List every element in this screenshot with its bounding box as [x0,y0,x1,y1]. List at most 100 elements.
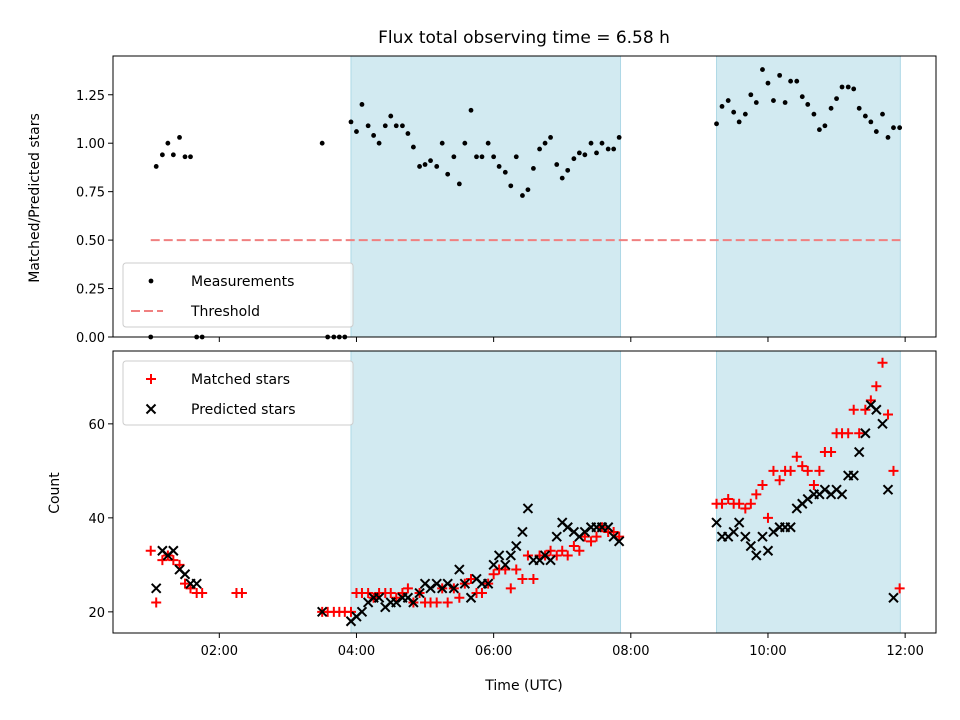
chart-title: Flux total observing time = 6.58 h [378,28,670,48]
measurement-point [422,162,428,167]
measurement-point [714,121,719,127]
y-tick-label: 40 [88,512,105,527]
matched-star-point [888,465,899,476]
predicted-star-point [871,404,882,415]
predicted-star-point [493,550,505,561]
predicted-star-point [459,578,471,589]
bottom-panel: Count Time (UTC) 20 40 60 02:00 04:00 06:00 08… [47,350,937,694]
measurement-point [502,169,508,175]
y-tick-label: 0.25 [76,283,105,298]
matched-star-point [145,545,156,556]
matched-star-point [574,545,585,556]
predicted-star-point [733,517,745,528]
matched-star-point [151,597,162,608]
measurement-point [513,154,519,160]
legend-label: Measurements [191,274,294,290]
matched-star-point [197,588,208,599]
measurement-point [748,92,754,98]
measurement-point [753,100,759,105]
legend-dot-marker [148,278,154,284]
predicted-star-point [740,531,751,542]
measurement-point [428,158,433,164]
y-tick-label: 1.25 [76,89,105,104]
measurement-point [177,134,182,140]
measurement-point [548,134,553,140]
measurement-point [479,154,485,160]
measurement-point [153,164,159,169]
predicted-star-point [785,522,796,533]
matched-star-point [551,550,562,561]
measurement-point [508,183,514,189]
matched-star-point [586,536,597,547]
matched-star-point [762,512,773,523]
measurement-point [736,119,742,125]
legend-plus-marker [146,374,156,384]
predicted-star-point [517,526,528,538]
matched-star-point [476,588,487,599]
measurement-point [834,96,839,102]
matched-star-point [591,531,602,542]
measurement-point [788,78,794,84]
predicted-star-point [414,587,425,599]
predicted-star-point [191,578,202,589]
measurement-point [474,154,479,160]
matched-star-point [345,606,356,617]
y-tick-label: 0.50 [76,234,105,249]
measurement-point [777,72,783,78]
measurement-point [400,123,405,129]
measurement-point [434,164,440,169]
matched-star-point [488,569,499,580]
measurement-point [451,154,457,160]
measurement-point [159,152,165,158]
measurement-point [405,131,411,136]
predicted-star-point [877,418,888,430]
predicted-star-point [448,583,460,594]
x-tick-label: 12:00 [886,644,923,659]
matched-star-point [385,588,396,599]
measurement-point [359,102,365,107]
matched-star-point [402,583,413,594]
measurement-point [868,119,874,125]
measurement-point [897,125,903,131]
matched-star-point [894,583,905,594]
matched-star-point [522,550,533,561]
measurement-point [393,123,399,129]
measurement-point [605,146,611,152]
measurement-point [822,123,828,129]
matched-star-point [734,498,745,509]
y-tick-label: 0.00 [76,331,105,346]
predicted-star-point [802,493,813,505]
x-tick-label: 06:00 [475,644,512,659]
predicted-star-point [179,569,191,580]
matched-star-point [791,451,802,462]
measurement-point [817,127,822,133]
predicted-star-point [711,517,722,528]
measurement-point [856,105,862,111]
measurement-point [525,187,531,193]
measurement-point [725,98,731,103]
measurement-point [839,84,845,90]
predicted-star-point [848,470,859,481]
y-tick-label: 20 [88,606,105,621]
measurement-point [760,67,765,72]
measurement-point [491,154,497,160]
measurement-point [571,156,577,162]
predicted-star-point [545,554,556,566]
bottom-ylabel: Count [47,472,63,514]
measurement-point [845,84,851,90]
measurement-point [588,140,594,146]
measurement-point [554,162,560,167]
measurement-point [805,102,811,107]
matched-star-point [854,428,865,439]
measurement-point [862,113,868,119]
predicted-star-point [454,564,465,575]
predicted-star-point [168,545,179,556]
matched-star-point [505,583,516,594]
legend: Measurements Threshold [122,262,354,328]
measurement-point [165,140,171,146]
measurement-point [520,193,525,198]
matched-star-point [431,597,442,608]
predicted-star-point [425,583,436,594]
measurement-point [765,80,771,86]
